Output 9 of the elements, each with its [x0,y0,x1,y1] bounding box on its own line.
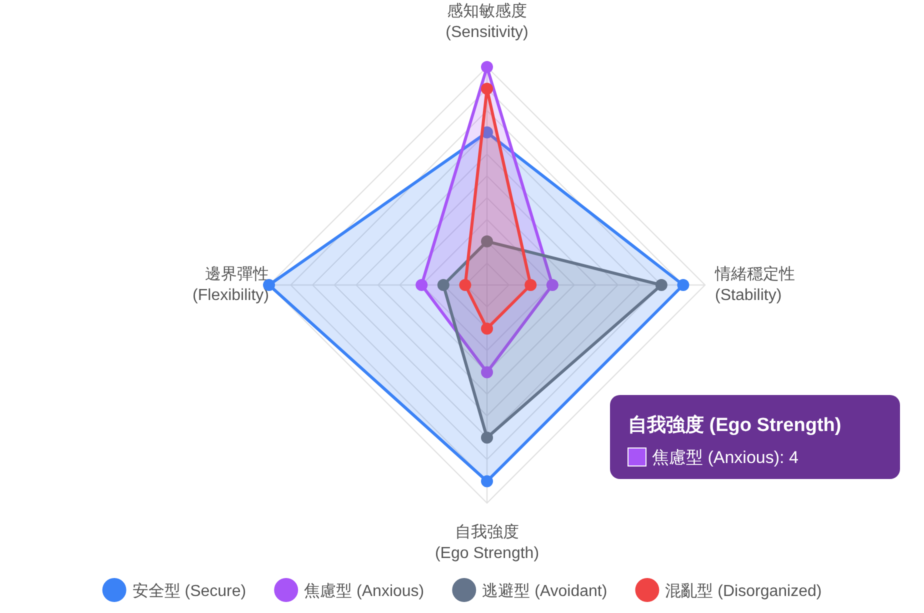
legend-label: 焦慮型 (Anxious) [304,582,424,600]
axis-label: 情緒穩定性 (Stability) [715,266,795,304]
legend-label: 逃避型 (Avoidant) [482,582,608,600]
annotation: 自我強度 (Ego Strength) 焦慮型 (Anxious): 4 [610,395,900,479]
axis-label: 邊界彈性 (Flexibility) [192,266,269,304]
axis-label: 自我強度 (Ego Strength) [434,524,540,562]
axis-label: 感知敏感度 (Sensitivity) [446,3,528,41]
legend-label: 混亂型 (Disorganized) [665,582,822,600]
legend-label: 安全型 (Secure) [132,582,246,600]
